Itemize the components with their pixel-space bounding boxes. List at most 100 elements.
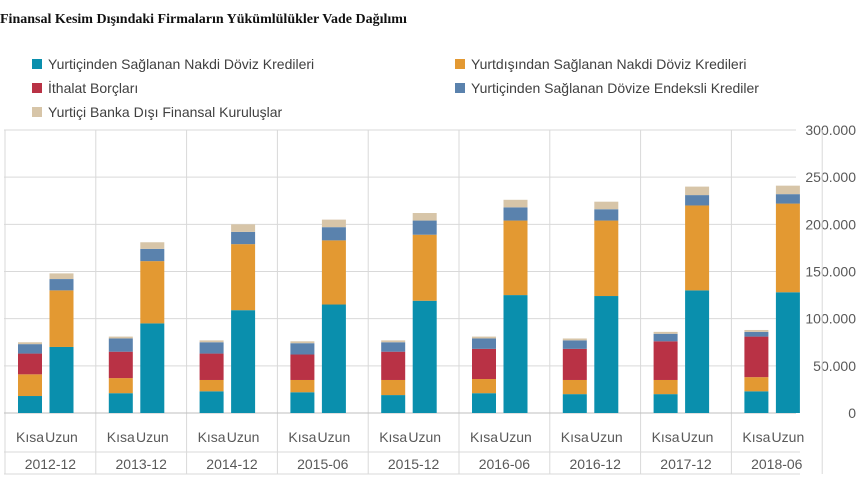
bar-segment-series-1 xyxy=(744,377,769,392)
x-subcategory-label: Kısa xyxy=(470,429,498,445)
bar-segment-series-4 xyxy=(562,338,587,341)
legend-swatch xyxy=(455,59,465,69)
legend-swatch xyxy=(455,83,465,93)
chart-title: Finansal Kesim Dışındaki Firmaların Yükü… xyxy=(0,12,407,27)
bar-segment-series-1 xyxy=(594,220,619,297)
bar-segment-series-0 xyxy=(140,323,165,413)
y-tick-label: 200.000 xyxy=(805,216,856,232)
x-subcategory-label: Uzun xyxy=(499,429,532,445)
bar-segment-series-0 xyxy=(503,295,528,413)
x-subcategory-label: Uzun xyxy=(681,429,714,445)
x-subcategory-label: Kısa xyxy=(379,429,407,445)
y-tick-label: 150.000 xyxy=(805,264,856,280)
x-subcategory-label: Kısa xyxy=(107,429,135,445)
bar-segment-series-3 xyxy=(49,279,74,291)
bar-segment-series-0 xyxy=(18,396,42,413)
x-group-label: 2012-12 xyxy=(25,456,77,472)
bar-segment-series-3 xyxy=(775,194,800,204)
bar-segment-series-4 xyxy=(321,219,346,228)
x-group-label: 2013-12 xyxy=(116,456,168,472)
bar-segment-series-4 xyxy=(685,186,710,196)
bar-segment-series-4 xyxy=(49,273,74,280)
x-group-label: 2018-06 xyxy=(751,456,803,472)
bar-segment-series-1 xyxy=(290,379,315,393)
bar-segment-series-3 xyxy=(412,220,437,235)
x-group-label: 2016-06 xyxy=(479,456,531,472)
bar-segment-series-3 xyxy=(381,342,406,352)
chart-legend: Yurtiçinden Sağlanan Nakdi Döviz Kredile… xyxy=(0,56,860,128)
legend-label: Yurtdışından Sağlanan Nakdi Döviz Kredil… xyxy=(471,56,747,72)
bar-segment-series-3 xyxy=(594,209,619,221)
bar-segment-series-4 xyxy=(744,329,769,332)
bar-segment-series-0 xyxy=(653,394,678,413)
bar-segment-series-1 xyxy=(381,379,406,396)
bar-segment-series-3 xyxy=(685,195,710,206)
bar-segment-series-1 xyxy=(199,379,224,392)
legend-label: Yurtiçinden Sağlanan Nakdi Döviz Kredile… xyxy=(48,56,315,72)
bar-segment-series-0 xyxy=(231,310,256,413)
bar-segment-series-0 xyxy=(49,346,74,413)
bar-segment-series-0 xyxy=(381,395,406,413)
bar-segment-series-0 xyxy=(594,296,619,413)
bar-segment-series-2 xyxy=(199,353,224,380)
bar-segment-series-1 xyxy=(321,240,346,305)
bar-segment-series-3 xyxy=(140,248,165,262)
bar-segment-series-0 xyxy=(775,292,800,413)
bar-segment-series-1 xyxy=(108,378,133,394)
bar-segment-series-1 xyxy=(562,379,587,395)
x-subcategory-label: Kısa xyxy=(16,429,44,445)
bar-segment-series-3 xyxy=(290,343,315,355)
bar-segment-series-3 xyxy=(503,207,528,221)
bar-segment-series-4 xyxy=(381,340,406,343)
bar-segment-series-4 xyxy=(412,213,437,221)
legend-swatch xyxy=(32,107,42,117)
bar-segment-series-0 xyxy=(472,393,496,413)
legend-label: Yurtiçinden Sağlanan Dövize Endeksli Kre… xyxy=(471,80,759,96)
bar-segment-series-2 xyxy=(562,348,587,380)
bar-segment-series-4 xyxy=(653,331,678,334)
bar-segment-series-1 xyxy=(49,290,74,347)
bar-segment-series-4 xyxy=(231,224,256,232)
bar-segment-series-1 xyxy=(412,234,437,301)
x-group-label: 2016-12 xyxy=(570,456,622,472)
x-subcategory-label: Kısa xyxy=(742,429,770,445)
y-tick-label: 50.000 xyxy=(813,358,856,374)
bar-segment-series-4 xyxy=(140,242,165,249)
legend-label: Yurtiçi Banka Dışı Finansal Kuruluşlar xyxy=(48,104,283,120)
bar-segment-series-2 xyxy=(381,351,406,380)
x-subcategory-label: Kısa xyxy=(198,429,226,445)
bar-segment-series-1 xyxy=(231,244,256,311)
bar-segment-series-1 xyxy=(472,379,496,394)
bar-segment-series-0 xyxy=(321,304,346,413)
legend-item-yurtici-nakdi: Yurtiçinden Sağlanan Nakdi Döviz Kredile… xyxy=(32,56,314,72)
bar-segment-series-0 xyxy=(744,391,769,413)
bar-segment-series-4 xyxy=(108,336,133,339)
bar-segment-series-0 xyxy=(108,393,133,413)
bar-segment-series-0 xyxy=(199,391,224,413)
legend-item-dovize-endeksli: Yurtiçinden Sağlanan Dövize Endeksli Kre… xyxy=(455,80,759,96)
bar-segment-series-1 xyxy=(685,205,710,291)
x-subcategory-label: Kısa xyxy=(288,429,316,445)
x-subcategory-label: Uzun xyxy=(227,429,260,445)
bar-segment-series-3 xyxy=(653,333,678,342)
bar-segment-series-3 xyxy=(472,338,496,349)
bar-segment-series-3 xyxy=(108,338,133,352)
bar-segment-series-2 xyxy=(18,353,42,375)
bar-segment-series-0 xyxy=(685,290,710,413)
bar-segment-series-2 xyxy=(472,348,496,380)
y-tick-label: 100.000 xyxy=(805,311,856,327)
bar-segment-series-1 xyxy=(140,261,165,324)
bar-segment-series-3 xyxy=(562,340,587,349)
x-group-label: 2015-06 xyxy=(297,456,349,472)
bar-segment-series-4 xyxy=(503,199,528,208)
bar-segment-series-0 xyxy=(290,392,315,413)
bar-segment-series-4 xyxy=(18,342,42,345)
bar-segment-series-3 xyxy=(231,231,256,245)
bar-segment-series-1 xyxy=(18,374,42,397)
bar-segment-series-4 xyxy=(594,201,619,210)
x-subcategory-label: Uzun xyxy=(772,429,805,445)
bar-segment-series-2 xyxy=(653,341,678,380)
bar-segment-series-4 xyxy=(472,336,496,339)
bar-segment-series-4 xyxy=(199,340,224,343)
